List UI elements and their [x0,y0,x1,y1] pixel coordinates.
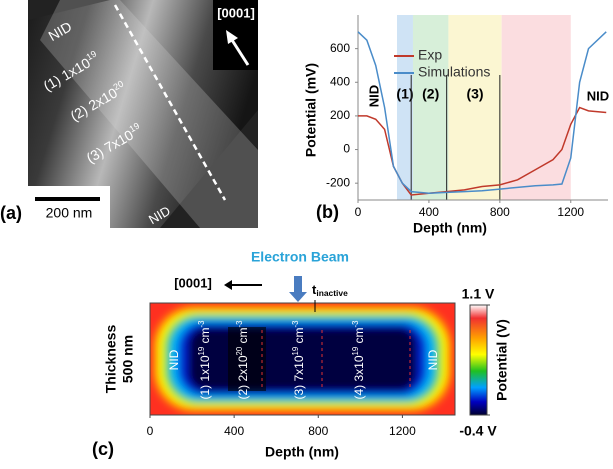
legend-label: Exp [418,47,442,63]
beam-arrow [289,276,307,302]
text-part: (4) 3x10 [352,355,366,399]
x-tick-label: 0 [355,205,362,219]
script-text: 20 [112,79,126,93]
line-series [358,106,607,196]
script-text: 19 [85,49,99,63]
region-label: (4) 3x1019 cm-3 [351,321,366,400]
colorbar-label: -0.4 V [459,423,497,439]
y-tick-label: -200 [326,175,350,189]
y-axis-title: 500 nm [120,335,136,383]
annotation: NID [366,85,381,107]
x-tick-label: 0 [147,424,154,438]
script-text: 19 [351,347,360,356]
script-text: -3 [235,321,244,328]
text-part: cm [292,327,306,346]
text-part: cm [236,327,250,346]
y-axis-title: Potential (mV) [303,63,319,157]
text-part: t [312,282,317,297]
text-part: cm [352,327,366,346]
annotation: NID [587,88,609,103]
script-text: -3 [351,321,360,328]
micrograph [28,0,258,228]
x-tick-label: 400 [224,424,244,438]
y-tick-label: 600 [330,41,350,55]
y-tick-label: 200 [330,108,350,122]
script-text: -3 [197,321,206,328]
region-label: (2) 2x1020 cm-3 [235,321,250,400]
y-tick-label: 0 [343,142,350,156]
plot-frame [149,302,456,416]
text-part: (3) 7x10 [292,355,306,399]
legend-label: Simulations [418,64,490,80]
x-tick-label: 800 [308,424,328,438]
scale-bar-label: 200 nm [46,205,93,221]
x-tick-label: 400 [419,205,439,219]
region-label: (3) [466,86,483,102]
x-tick-label: 1200 [389,424,416,438]
x-tick-label: 800 [490,205,510,219]
region-label: (1) [396,86,413,102]
colorbar [469,304,488,416]
x-axis-title: Depth (nm) [413,220,487,236]
region [412,15,449,200]
y-axis-title: Thickness [103,325,119,394]
region [501,15,571,200]
y-tick-label: 400 [330,74,350,88]
script-text: 19 [197,347,206,356]
orientation-label: [0001] [174,275,212,290]
script-text: 19 [291,347,300,356]
heatmap [150,303,455,415]
inactive-label: tinactive [312,282,348,297]
text-part: cm [198,327,212,346]
text-part: (2) 2x10 [236,355,250,399]
script-text: 19 [128,121,142,135]
script-text: inactive [316,288,348,298]
script-text: 20 [235,346,244,355]
panel-label: (b) [316,202,339,222]
panel-label: (a) [0,203,22,223]
panel-label: (c) [92,439,114,459]
edge-label: NID [167,349,181,370]
x-axis-title: Depth (nm) [265,444,339,460]
region-label: (1) 1x1019 cm-3 [197,321,212,400]
x-tick-label: 1200 [557,205,584,219]
region [448,15,502,200]
line-series [357,31,607,195]
orientation-label: [0001] [217,5,255,20]
colorbar-label: 1.1 V [462,286,495,302]
colorbar-title: Potential (V) [494,319,510,401]
region-label: (3) 7x1019 cm-3 [291,321,306,400]
text-part: (1) 1x10 [198,355,212,399]
arrow-head [224,280,232,290]
beam-label: Electron Beam [251,249,349,265]
region [397,15,413,200]
edge-label: NID [426,349,440,370]
region-label: (2) [422,86,439,102]
script-text: -3 [291,321,300,328]
